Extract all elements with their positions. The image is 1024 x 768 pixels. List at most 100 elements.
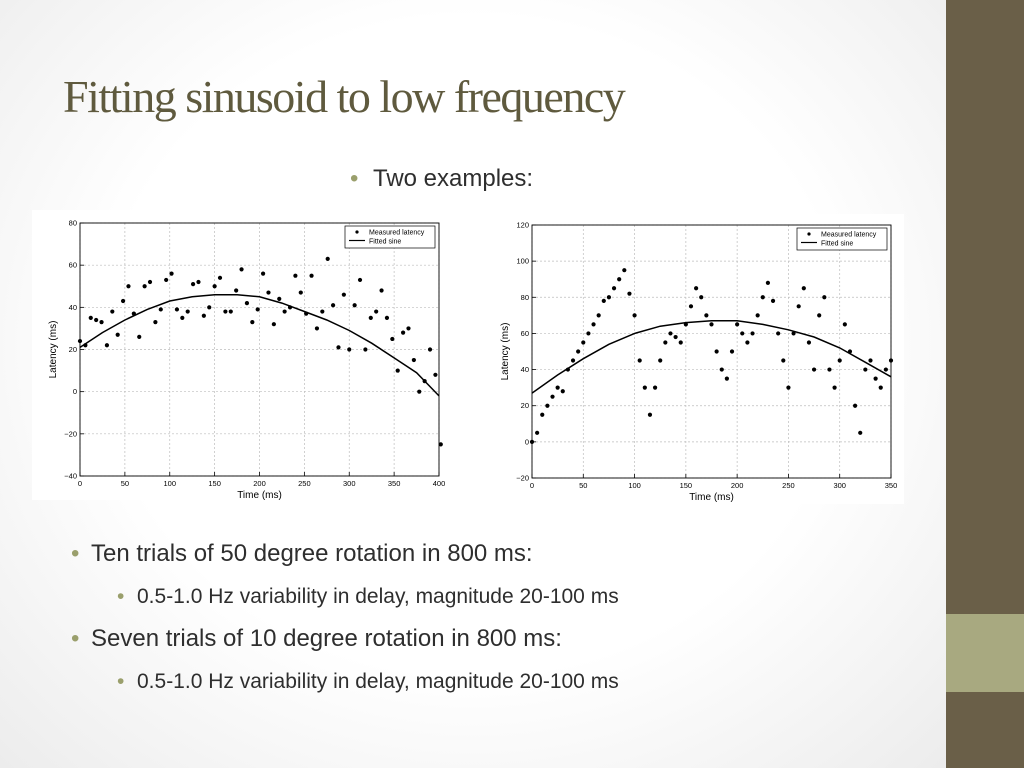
x-tick-label: 50 (579, 481, 587, 490)
measured-latency-point (88, 315, 93, 320)
side-band-dark (946, 0, 1024, 614)
measured-latency-point (529, 439, 535, 444)
measured-latency-point (363, 347, 368, 352)
measured-latency-point (781, 358, 786, 363)
measured-latency-point (384, 315, 390, 320)
y-tick-label: 40 (521, 365, 529, 374)
y-tick-label: 40 (69, 303, 77, 312)
measured-latency-point (581, 340, 586, 345)
x-tick-label: 150 (680, 481, 693, 490)
legend-label: Measured latency (821, 232, 877, 239)
measured-latency-point (591, 322, 596, 327)
measured-latency-point (760, 295, 765, 300)
measured-latency-point (282, 309, 287, 314)
plot-background (32, 210, 452, 500)
measured-latency-point (325, 256, 330, 261)
y-tick-label: 20 (521, 401, 529, 410)
x-tick-label: 300 (343, 479, 356, 488)
measured-latency-point (260, 271, 266, 276)
measured-latency-point (164, 277, 169, 283)
measured-latency-point (347, 347, 352, 352)
measured-latency-point (678, 340, 683, 345)
bullet-1: • Ten trials of 50 degree rotation in 80… (71, 540, 533, 568)
measured-latency-point (740, 331, 745, 336)
measured-latency-point (586, 331, 591, 336)
measured-latency-point (750, 331, 755, 336)
measured-latency-point (878, 385, 883, 390)
measured-latency-point (271, 322, 276, 327)
measured-latency-point (115, 332, 120, 337)
bullet-dot-icon: • (117, 670, 125, 693)
measured-latency-point (540, 412, 545, 417)
measured-latency-point (837, 358, 842, 363)
measured-latency-point (169, 271, 174, 276)
measured-latency-point (244, 301, 250, 306)
measured-latency-point (817, 313, 822, 318)
slide-title: Fitting sinusoid to low frequency (63, 71, 626, 122)
measured-latency-point (627, 291, 632, 296)
measured-latency-point (293, 273, 298, 278)
legend-box (344, 225, 436, 249)
measured-latency-point (390, 336, 395, 342)
measured-latency-point (374, 309, 379, 314)
measured-latency-point (637, 358, 642, 363)
measured-latency-point (212, 284, 217, 289)
measured-latency-point (185, 309, 190, 314)
measured-latency-point (190, 282, 196, 287)
measured-latency-point (642, 385, 647, 390)
measured-latency-point (207, 305, 212, 310)
bullet-dot-icon: • (350, 165, 359, 192)
measured-latency-point (688, 304, 694, 309)
bullet-2-text: Seven trials of 10 degree rotation in 80… (91, 625, 562, 652)
x-tick-label: 300 (833, 481, 846, 490)
measured-latency-point (298, 290, 303, 295)
measured-latency-point (791, 331, 796, 336)
measured-latency-point (770, 298, 776, 303)
measured-latency-point (668, 331, 673, 336)
bullet-2-sub: • 0.5-1.0 Hz variability in delay, magni… (117, 670, 619, 694)
measured-latency-point (535, 430, 540, 435)
measured-latency-point (611, 286, 617, 291)
measured-latency-point (601, 298, 606, 303)
x-tick-label: 0 (78, 479, 82, 488)
measured-latency-point (110, 309, 115, 314)
measured-latency-point (126, 284, 131, 289)
measured-latency-point (596, 313, 601, 318)
measured-latency-point (368, 315, 373, 320)
measured-latency-point (427, 347, 433, 352)
measured-latency-point (576, 349, 581, 354)
x-axis-label: Time (ms) (237, 490, 282, 501)
y-tick-label: 20 (69, 345, 77, 354)
measured-latency-point (196, 279, 201, 285)
plot-frame (79, 222, 440, 477)
measured-latency-point (673, 334, 678, 340)
measured-latency-point (735, 322, 740, 327)
x-tick-label: 50 (121, 479, 129, 488)
legend-marker-points (355, 230, 359, 234)
measured-latency-point (433, 372, 438, 377)
measured-latency-point (223, 309, 228, 314)
measured-latency-point (729, 349, 735, 354)
latency-chart-2: 0 50 100 150 200 250 300 350−20020406080100120T… (494, 214, 904, 504)
x-tick-label: 350 (388, 479, 401, 488)
bullet-1-text: Ten trials of 50 degree rotation in 800 … (91, 540, 533, 567)
y-tick-label: 80 (521, 293, 529, 302)
measured-latency-point (647, 412, 653, 417)
measured-latency-point (250, 319, 255, 325)
x-tick-label: 200 (253, 479, 266, 488)
measured-latency-point (77, 338, 83, 344)
fitted-sine-line (531, 320, 892, 394)
plot-background (494, 214, 904, 504)
measured-latency-point (320, 309, 325, 314)
measured-latency-point (545, 403, 550, 408)
measured-latency-point (395, 368, 400, 373)
y-tick-label: 60 (521, 329, 529, 338)
measured-latency-point (658, 358, 663, 363)
legend-label: Measured latency (369, 230, 425, 237)
measured-latency-point (652, 385, 658, 390)
x-tick-label: 100 (628, 481, 641, 490)
y-tick-label: −40 (64, 472, 77, 481)
x-axis-label: Time (ms) (689, 492, 734, 503)
y-tick-label: 60 (69, 261, 77, 270)
side-decoration-bar (946, 0, 1024, 768)
